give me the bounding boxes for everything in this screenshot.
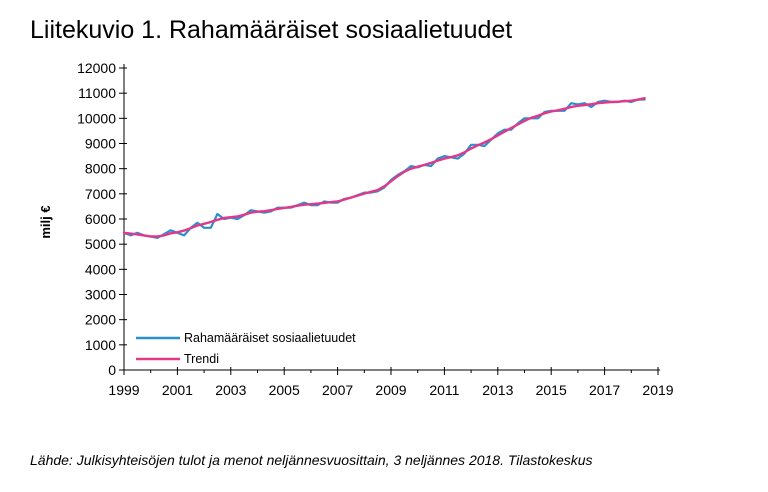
x-tick-label: 2003 xyxy=(215,382,246,398)
x-tick-label: 2015 xyxy=(536,382,567,398)
chart-title: Liitekuvio 1. Rahamääräiset sosiaalietuu… xyxy=(30,16,513,44)
x-tick-label: 2013 xyxy=(482,382,513,398)
y-tick-label: 9000 xyxy=(85,136,116,152)
y-tick-label: 11000 xyxy=(78,85,116,101)
y-tick-label: 6000 xyxy=(85,211,116,227)
y-tick-label: 12000 xyxy=(77,60,116,76)
x-tick-label: 2005 xyxy=(269,382,300,398)
y-tick-label: 7000 xyxy=(85,186,116,202)
legend-label: Trendi xyxy=(184,352,219,366)
series-line-trendi xyxy=(122,96,646,238)
y-tick-label: 3000 xyxy=(85,287,116,303)
y-tick-label: 1000 xyxy=(85,337,116,353)
x-tick-label: 1999 xyxy=(108,382,139,398)
x-tick-label: 2019 xyxy=(642,382,673,398)
source-note: Lähde: Julkisyhteisöjen tulot ja menot n… xyxy=(30,452,593,468)
x-tick-label: 2009 xyxy=(375,382,406,398)
chart-legend: Rahamääräiset sosiaalietuudet Trendi xyxy=(136,331,356,366)
chart-axes: 0 1000 2000 3000 4000 5000 6000 7000 8000 9000 100… xyxy=(77,60,674,398)
y-tick-label: 10000 xyxy=(77,110,116,126)
y-tick-label: 5000 xyxy=(85,236,116,252)
y-tick-label: 2000 xyxy=(85,312,116,328)
legend-label: Rahamääräiset sosiaalietuudet xyxy=(184,331,356,345)
y-tick-label: 8000 xyxy=(85,161,116,177)
x-tick-label: 2011 xyxy=(429,382,459,398)
series-line-rahamaaraiset xyxy=(122,98,646,239)
y-axis-label: milj € xyxy=(38,205,53,238)
chart-canvas: 0 1000 2000 3000 4000 5000 6000 7000 8000 9000 100… xyxy=(38,60,674,398)
y-tick-label: 4000 xyxy=(85,261,116,277)
x-tick-label: 2017 xyxy=(589,382,620,398)
x-tick-label: 2001 xyxy=(162,382,193,398)
x-tick-label: 2007 xyxy=(322,382,353,398)
y-tick-label: 0 xyxy=(108,362,116,378)
chart-series xyxy=(122,96,646,239)
